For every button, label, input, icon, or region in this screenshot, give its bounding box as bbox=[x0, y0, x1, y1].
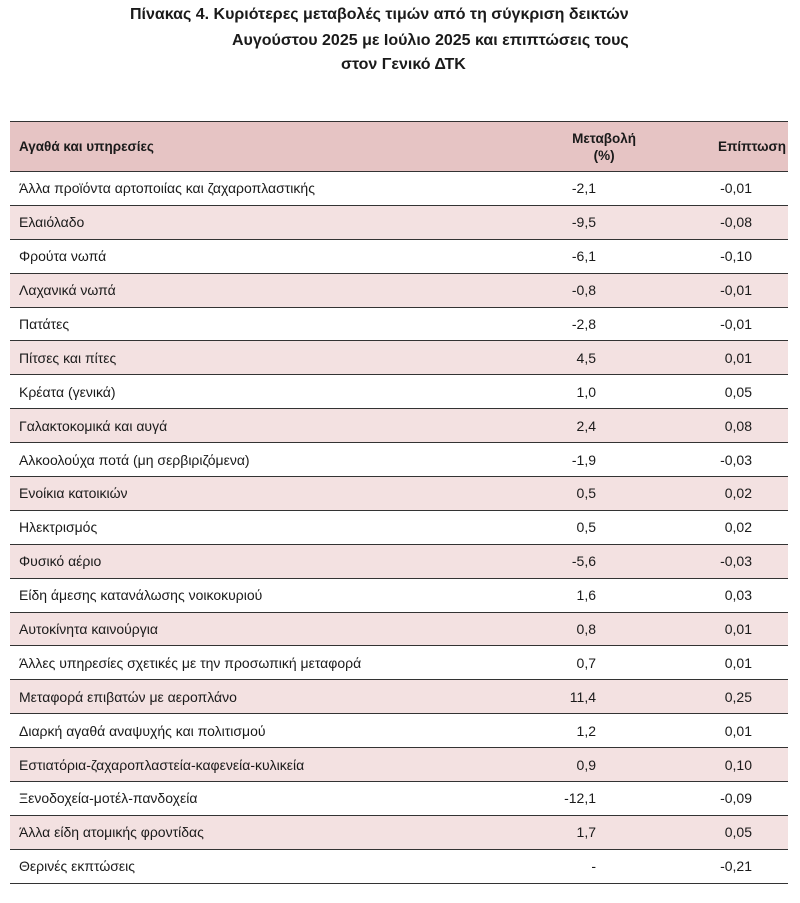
caption-line-2: Αυγούστου 2025 με Ιούλιο 2025 και επιπτώ… bbox=[232, 32, 629, 49]
cell-impact: 0,03 bbox=[648, 578, 788, 613]
cell-impact: -0,08 bbox=[648, 205, 788, 240]
table-body: Άλλα προϊόντα αρτοποιίας και ζαχαροπλαστ… bbox=[10, 171, 788, 884]
cell-item: Άλλες υπηρεσίες σχετικές με την προσωπικ… bbox=[10, 645, 498, 681]
cell-impact: 0,10 bbox=[648, 747, 788, 783]
cell-impact: -0,03 bbox=[648, 544, 788, 579]
cell-item: Πίτσες και πίτες bbox=[10, 340, 498, 376]
cell-item: Διαρκή αγαθά αναψυχής και πολιτισμού bbox=[10, 713, 498, 749]
cell-impact: 0,05 bbox=[648, 815, 788, 850]
table-row: Αυτοκίνητα καινούργια 0,8 0,01 bbox=[10, 612, 788, 647]
cell-change: -12,1 bbox=[498, 781, 648, 816]
cell-change: 1,6 bbox=[498, 578, 648, 613]
cell-change: 1,2 bbox=[498, 713, 648, 749]
cell-change: 0,7 bbox=[498, 645, 648, 681]
cell-impact: -0,03 bbox=[648, 442, 788, 478]
cell-change: 0,5 bbox=[498, 476, 648, 511]
table-row: Πίτσες και πίτες 4,5 0,01 bbox=[10, 340, 788, 376]
table-row: Είδη άμεσης κατανάλωσης νοικοκυριού 1,6 0,… bbox=[10, 578, 788, 613]
cell-item: Φρούτα νωπά bbox=[10, 239, 498, 274]
cell-impact: 0,02 bbox=[648, 476, 788, 511]
cell-item: Είδη άμεσης κατανάλωσης νοικοκυριού bbox=[10, 578, 498, 613]
cell-item: Αλκοολούχα ποτά (μη σερβιριζόμενα) bbox=[10, 442, 498, 478]
cell-change: -2,8 bbox=[498, 307, 648, 342]
caption-line-1: Πίνακας 4. Κυριότερες μεταβολές τιμών απ… bbox=[130, 6, 629, 23]
price-changes-table: Αγαθά και υπηρεσίες Μεταβολή (%) Επίπτωσ… bbox=[10, 121, 788, 884]
cell-change: 11,4 bbox=[498, 679, 648, 715]
table-row: Ενοίκια κατοικιών 0,5 0,02 bbox=[10, 476, 788, 511]
header-change-label: Μεταβολή (%) bbox=[572, 130, 636, 164]
header-change-line1: Μεταβολή bbox=[572, 130, 636, 146]
table-row: Γαλακτοκομικά και αυγά 2,4 0,08 bbox=[10, 408, 788, 444]
cell-change: -5,6 bbox=[498, 544, 648, 579]
cell-item: Φυσικό αέριο bbox=[10, 544, 498, 579]
cell-change: 2,4 bbox=[498, 408, 648, 444]
cell-change: 0,8 bbox=[498, 612, 648, 647]
table-row: Άλλα είδη ατομικής φροντίδας 1,7 0,05 bbox=[10, 815, 788, 850]
cell-item: Ενοίκια κατοικιών bbox=[10, 476, 498, 511]
table-row: Λαχανικά νωπά -0,8 -0,01 bbox=[10, 273, 788, 308]
table-row: Διαρκή αγαθά αναψυχής και πολιτισμού 1,2 0… bbox=[10, 713, 788, 749]
table-row: Εστιατόρια-ζαχαροπλαστεία-καφενεία-κυλικ… bbox=[10, 747, 788, 783]
table-row: Αλκοολούχα ποτά (μη σερβιριζόμενα) -1,9 -0… bbox=[10, 442, 788, 478]
header-row: Αγαθά και υπηρεσίες Μεταβολή (%) Επίπτωσ… bbox=[10, 121, 788, 172]
cell-impact: -0,01 bbox=[648, 307, 788, 342]
cell-item: Κρέατα (γενικά) bbox=[10, 374, 498, 410]
cell-impact: -0,09 bbox=[648, 781, 788, 816]
cell-item: Λαχανικά νωπά bbox=[10, 273, 498, 308]
cell-change: 0,5 bbox=[498, 510, 648, 545]
table-row: Ξενοδοχεία-μοτέλ-πανδοχεία -12,1 -0,09 bbox=[10, 781, 788, 816]
cell-item: Άλλα προϊόντα αρτοποιίας και ζαχαροπλαστ… bbox=[10, 171, 498, 206]
table-row: Κρέατα (γενικά) 1,0 0,05 bbox=[10, 374, 788, 410]
cell-item: Μεταφορά επιβατών με αεροπλάνο bbox=[10, 679, 498, 715]
table-row: Μεταφορά επιβατών με αεροπλάνο 11,4 0,25 bbox=[10, 679, 788, 715]
cell-item: Αυτοκίνητα καινούργια bbox=[10, 612, 498, 647]
cell-impact: -0,01 bbox=[648, 273, 788, 308]
cell-change: -6,1 bbox=[498, 239, 648, 274]
cell-change: - bbox=[498, 849, 648, 884]
cell-item: Ελαιόλαδο bbox=[10, 205, 498, 240]
table-row: Άλλα προϊόντα αρτοποιίας και ζαχαροπλαστ… bbox=[10, 171, 788, 206]
cell-impact: 0,01 bbox=[648, 713, 788, 749]
cell-item: Άλλα είδη ατομικής φροντίδας bbox=[10, 815, 498, 850]
table-row: Ηλεκτρισμός 0,5 0,02 bbox=[10, 510, 788, 545]
table-header: Αγαθά και υπηρεσίες Μεταβολή (%) Επίπτωσ… bbox=[10, 121, 788, 172]
cell-impact: 0,01 bbox=[648, 340, 788, 376]
cell-change: -1,9 bbox=[498, 442, 648, 478]
table-row: Άλλες υπηρεσίες σχετικές με την προσωπικ… bbox=[10, 645, 788, 681]
cell-change: -0,8 bbox=[498, 273, 648, 308]
table-row: Θερινές εκπτώσεις - -0,21 bbox=[10, 849, 788, 884]
cell-change: 4,5 bbox=[498, 340, 648, 376]
cell-impact: 0,01 bbox=[648, 612, 788, 647]
cell-impact: 0,25 bbox=[648, 679, 788, 715]
cell-item: Θερινές εκπτώσεις bbox=[10, 849, 498, 884]
cell-impact: -0,21 bbox=[648, 849, 788, 884]
cell-item: Ξενοδοχεία-μοτέλ-πανδοχεία bbox=[10, 781, 498, 816]
caption-line-3: στον Γενικό ΔΤΚ bbox=[341, 56, 466, 73]
cell-impact: 0,02 bbox=[648, 510, 788, 545]
table-row: Ελαιόλαδο -9,5 -0,08 bbox=[10, 205, 788, 240]
cell-item: Πατάτες bbox=[10, 307, 498, 342]
cell-change: 1,0 bbox=[498, 374, 648, 410]
cell-impact: 0,01 bbox=[648, 645, 788, 681]
header-change-percent: Μεταβολή (%) bbox=[498, 121, 648, 172]
cell-impact: -0,10 bbox=[648, 239, 788, 274]
cell-change: 0,9 bbox=[498, 747, 648, 783]
cell-change: 1,7 bbox=[498, 815, 648, 850]
cell-item: Γαλακτοκομικά και αυγά bbox=[10, 408, 498, 444]
cell-change: -9,5 bbox=[498, 205, 648, 240]
cell-item: Εστιατόρια-ζαχαροπλαστεία-καφενεία-κυλικ… bbox=[10, 747, 498, 783]
cell-impact: 0,08 bbox=[648, 408, 788, 444]
header-impact: Επίπτωση bbox=[648, 121, 788, 172]
table-row: Φρούτα νωπά -6,1 -0,10 bbox=[10, 239, 788, 274]
header-change-line2: (%) bbox=[593, 147, 615, 163]
cell-impact: -0,01 bbox=[648, 171, 788, 206]
cell-change: -2,1 bbox=[498, 171, 648, 206]
table-row: Φυσικό αέριο -5,6 -0,03 bbox=[10, 544, 788, 579]
table-row: Πατάτες -2,8 -0,01 bbox=[10, 307, 788, 342]
cell-item: Ηλεκτρισμός bbox=[10, 510, 498, 545]
cell-impact: 0,05 bbox=[648, 374, 788, 410]
header-goods-services: Αγαθά και υπηρεσίες bbox=[10, 121, 498, 172]
